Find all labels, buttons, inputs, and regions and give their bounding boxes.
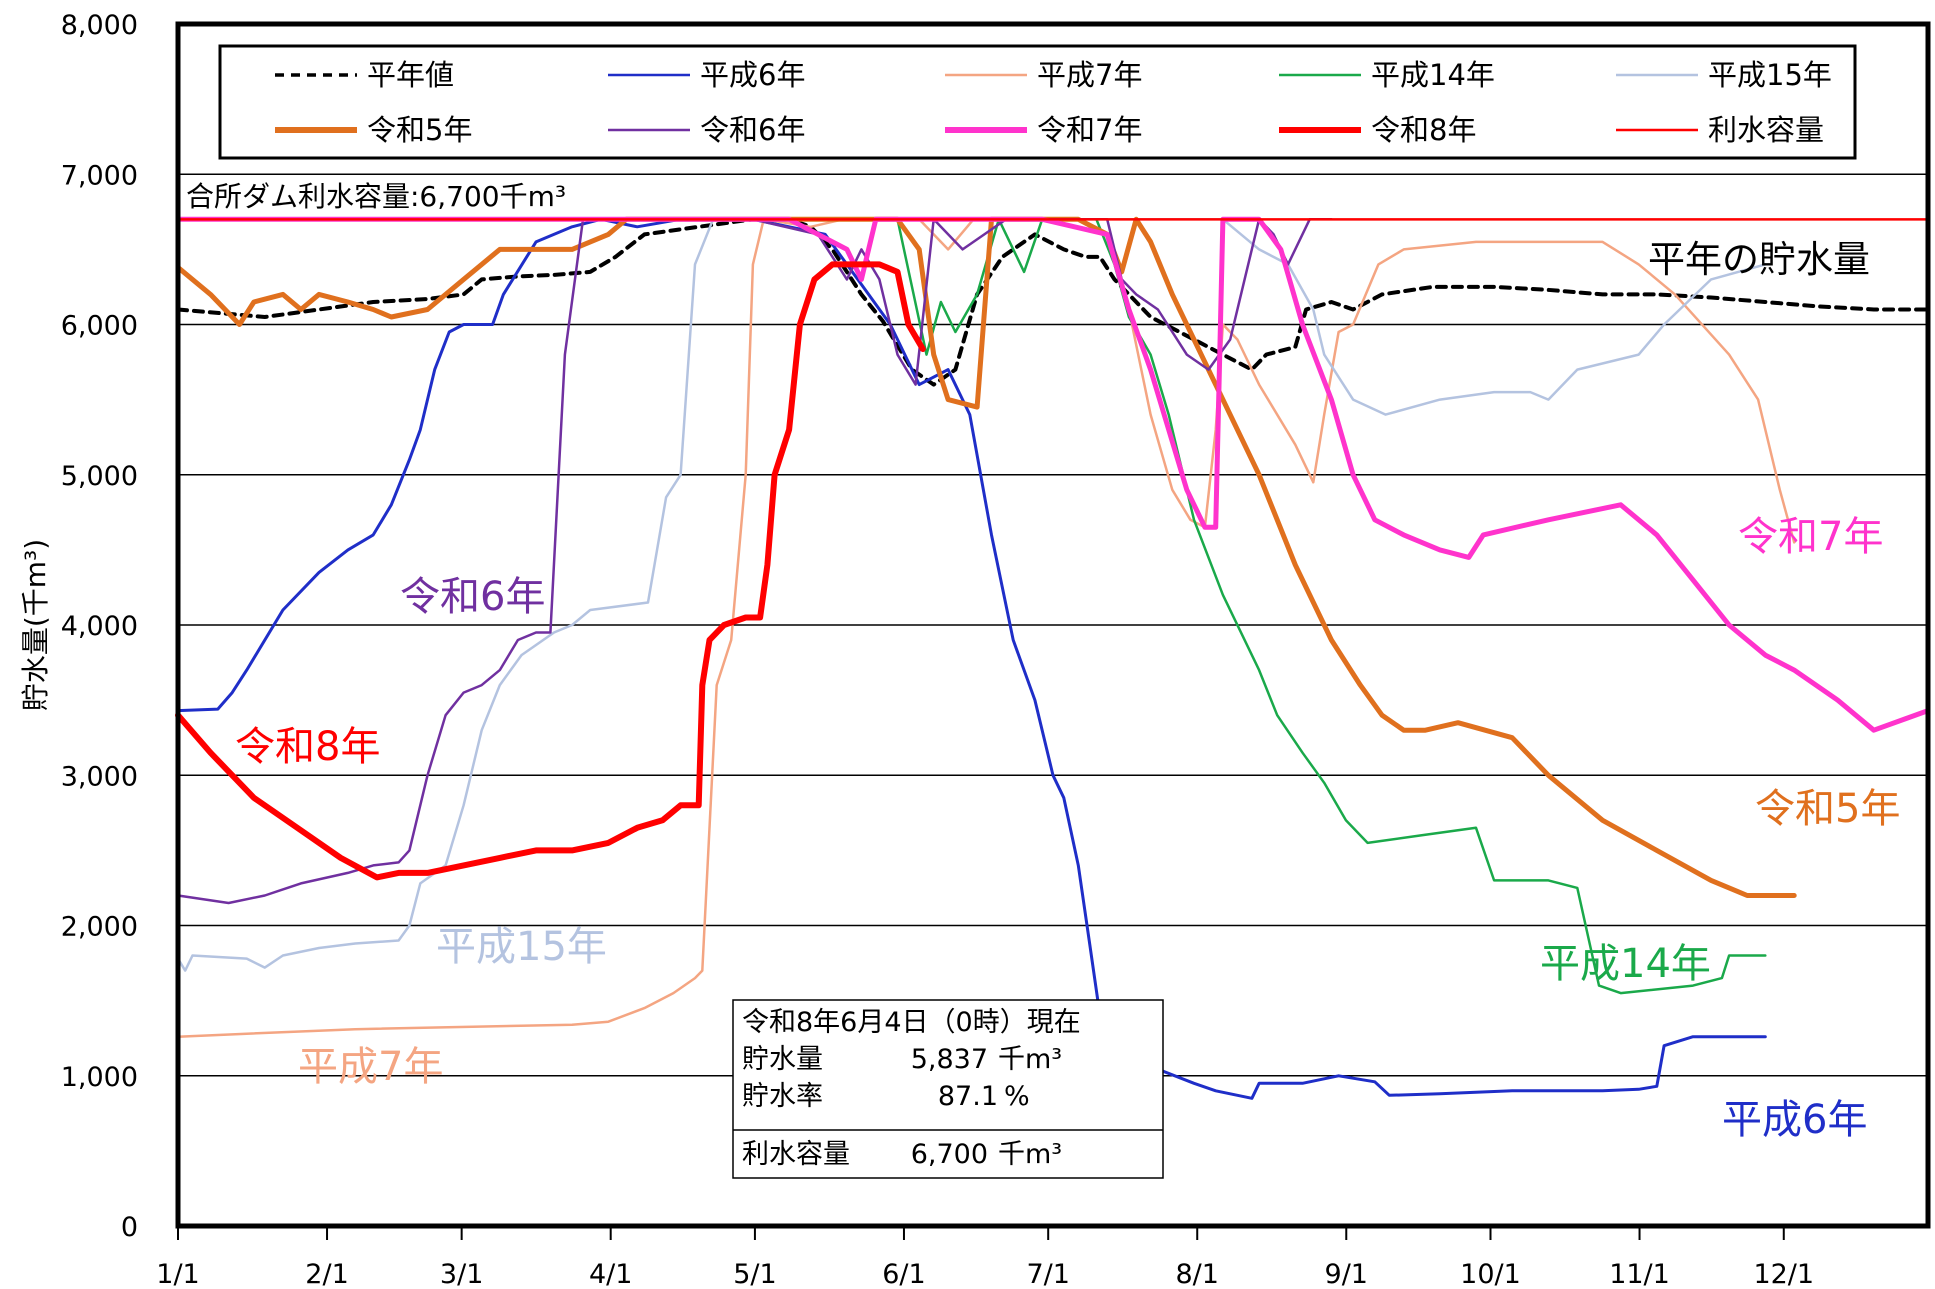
storage-label: 貯水量 — [742, 1044, 823, 1075]
x-tick-label: 3/1 — [440, 1259, 483, 1289]
x-tick-label: 11/1 — [1609, 1259, 1670, 1289]
capacity-layer: 合所ダム利水容量:6,700千m³ — [178, 180, 1928, 221]
y-tick-labels: 0 1,000 2,000 3,000 4,000 5,000 6,000 7,000 8,00… — [61, 10, 138, 1243]
x-tick-label: 10/1 — [1460, 1259, 1521, 1289]
x-tick-label: 4/1 — [589, 1259, 632, 1289]
plot-frame — [175, 21, 1931, 1229]
storage-unit: 千m³ — [998, 1044, 1062, 1075]
legend-label: 平成6年 — [700, 58, 805, 92]
line-label: 令和8年 — [235, 724, 380, 770]
rate-unit: % — [1004, 1081, 1030, 1112]
y-tick-label: 4,000 — [61, 611, 138, 642]
y-tick-label: 0 — [121, 1212, 138, 1243]
x-tick-label: 8/1 — [1176, 1259, 1219, 1289]
x-tick-label: 7/1 — [1026, 1259, 1069, 1289]
line-label: 平成15年 — [436, 924, 607, 970]
rate-value: 87.1 — [938, 1081, 998, 1112]
y-tick-label: 2,000 — [61, 912, 138, 943]
legend-label: 令和8年 — [1371, 113, 1476, 147]
line-label: 令和5年 — [1755, 786, 1900, 832]
capacity-info-value: 6,700 — [911, 1139, 988, 1170]
y-tick-label: 8,000 — [61, 10, 138, 41]
y-tick-label: 7,000 — [61, 160, 138, 191]
series-line-平成6年 — [176, 217, 1767, 1100]
info-heading: 令和8年6月4日（0時）現在 — [742, 1007, 1081, 1038]
line-label: 平成14年 — [1540, 941, 1711, 987]
capacity-info-unit: 千m³ — [998, 1139, 1062, 1170]
line-label: 平成7年 — [298, 1044, 443, 1090]
x-tick-label: 1/1 — [156, 1259, 199, 1289]
legend-label: 平成14年 — [1371, 58, 1495, 92]
legend-label: 利水容量 — [1708, 113, 1824, 147]
line-label: 令和7年 — [1738, 514, 1883, 560]
series-line-令和7年 — [175, 216, 1931, 733]
y-tick-label: 6,000 — [61, 311, 138, 342]
legend-label: 令和5年 — [367, 113, 472, 147]
line-label: 平年の貯水量 — [1648, 238, 1870, 281]
x-tick-label: 12/1 — [1753, 1259, 1814, 1289]
legend-label: 平成7年 — [1037, 58, 1142, 92]
rate-label: 貯水率 — [742, 1081, 823, 1112]
legend-box — [218, 44, 1857, 160]
y-tick-label: 5,000 — [61, 461, 138, 492]
storage-value: 5,837 — [911, 1044, 988, 1075]
series-line-平成7年 — [176, 218, 1796, 1038]
line-label: 平成6年 — [1722, 1097, 1867, 1143]
legend-label: 平成15年 — [1708, 58, 1832, 92]
legend-label: 平年値 — [367, 58, 454, 92]
line-label: 令和6年 — [400, 574, 545, 620]
y-tick-label: 1,000 — [61, 1062, 138, 1093]
series-line-令和8年 — [175, 261, 926, 881]
series-layer — [175, 216, 1931, 1100]
series-line-平成14年 — [845, 218, 1767, 995]
capacity-info-label: 利水容量 — [742, 1139, 850, 1170]
legend-label: 令和7年 — [1037, 113, 1142, 147]
x-tick-label: 6/1 — [882, 1259, 925, 1289]
x-tick-label: 5/1 — [733, 1259, 776, 1289]
series-line-平年値 — [176, 217, 1930, 387]
x-tick-label: 2/1 — [305, 1259, 348, 1289]
y-tick-label: 3,000 — [61, 761, 138, 792]
x-tick-labels: 1/1 2/1 3/1 4/1 5/1 6/1 7/1 8/1 9/1 10/1 11/1 12/1 — [156, 1259, 1814, 1289]
capacity-label: 合所ダム利水容量:6,700千m³ — [186, 180, 566, 213]
info-box-frame — [732, 999, 1164, 1179]
legend-label: 令和6年 — [700, 113, 805, 147]
y-axis-label: 貯水量(千m³) — [19, 539, 52, 711]
x-tick-label: 9/1 — [1325, 1259, 1368, 1289]
series-line-令和5年 — [175, 216, 1797, 898]
